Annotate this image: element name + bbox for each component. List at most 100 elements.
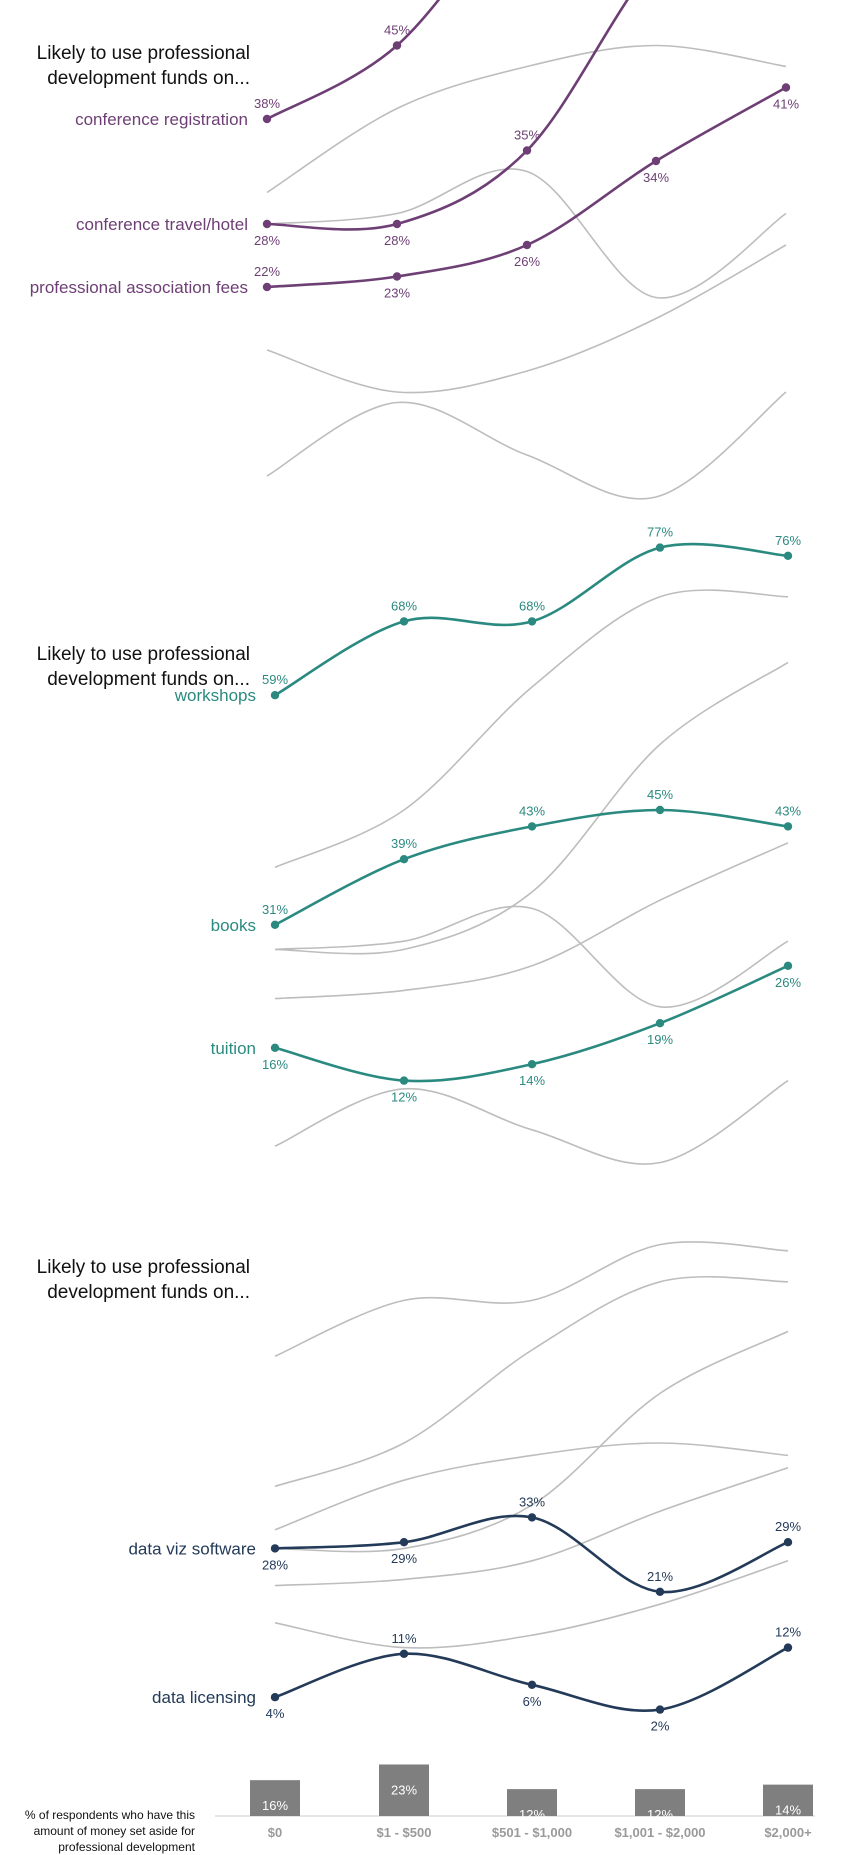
data-label: 35%	[514, 128, 540, 143]
bar	[635, 1789, 685, 1816]
bars-caption-line1: % of respondents who have this	[24, 1808, 195, 1822]
data-point	[783, 1538, 793, 1547]
data-label: 12%	[391, 1090, 417, 1105]
context-line-3-1	[274, 905, 789, 1008]
panel-title-line2: development funds on...	[47, 1282, 250, 1303]
data-label: 34%	[643, 170, 669, 185]
data-point	[655, 1705, 665, 1714]
data-point	[655, 1587, 665, 1597]
panel-title-line2: development funds on...	[47, 68, 250, 89]
data-point	[783, 822, 793, 831]
series-name: workshops	[174, 686, 256, 705]
bar	[763, 1784, 813, 1816]
data-label: 29%	[391, 1551, 417, 1566]
data-label: 68%	[391, 598, 417, 613]
data-label: 77%	[647, 525, 673, 540]
bar	[379, 1764, 429, 1816]
data-label: 39%	[391, 836, 417, 851]
series-line	[266, 0, 629, 231]
data-point	[527, 1680, 537, 1690]
data-point	[399, 855, 409, 864]
series-name: data licensing	[152, 1688, 256, 1707]
data-label: 21%	[647, 1569, 673, 1584]
context-line-1-1	[274, 589, 789, 869]
context-line-1-2	[274, 661, 789, 955]
bar-label: 23%	[391, 1782, 417, 1797]
line-panel-3: 28% 29% 33% 21% 29% data viz software 4% 11% 6% 2…	[128, 1241, 801, 1734]
panel-title-2: Likely to use professional development f…	[0, 642, 250, 692]
data-point	[527, 822, 537, 831]
series-1: 38%45%60%71%71%conference registration	[75, 0, 441, 129]
context-line-1-1	[274, 1275, 789, 1488]
x-tick-label: $2,000+	[764, 1825, 812, 1840]
x-tick-label: $1 - $500	[377, 1825, 432, 1840]
series-1: 28% 29% 33% 21% 29% data viz software	[128, 1494, 801, 1597]
panel-title-line1: Likely to use professional	[36, 43, 250, 64]
data-point	[399, 1649, 409, 1659]
series-1: 59% 68% 68% 77% 76% workshops	[174, 525, 802, 706]
data-label: 28%	[262, 1557, 288, 1572]
bar	[250, 1780, 300, 1816]
series-name: conference registration	[75, 110, 248, 129]
data-point	[270, 691, 280, 700]
data-point	[392, 41, 402, 50]
data-label: 31%	[262, 902, 288, 917]
data-point	[399, 1076, 409, 1085]
context-line-1-2	[274, 1330, 789, 1553]
context-line-3-2	[266, 391, 787, 500]
context-line-2-1	[274, 1241, 789, 1357]
context-line-2-3	[266, 244, 787, 394]
respondents-bar-chart: 16% $0 23% $1 - $500 12% $501 - $1,000 12% $1,0…	[215, 1764, 815, 1840]
data-label: 2%	[651, 1719, 670, 1734]
data-point	[522, 146, 532, 155]
line-panel-2: 59% 68% 68% 77% 76% workshops 31% 39% 43% 45% 43% b…	[174, 525, 802, 1165]
data-label: 6%	[523, 1694, 542, 1709]
bars-caption-line2: amount of money set aside for	[33, 1824, 195, 1838]
data-label: 11%	[391, 1631, 416, 1646]
context-line-1-3	[274, 1467, 789, 1587]
data-label: 12%	[775, 1625, 801, 1640]
context-line-2-3	[274, 1560, 789, 1649]
data-point	[655, 805, 665, 815]
context-line-3-2	[274, 1079, 789, 1165]
panel-title-line1: Likely to use professional	[36, 644, 250, 665]
data-point	[399, 1538, 409, 1547]
data-label: 59%	[262, 672, 288, 687]
data-label: 4%	[266, 1706, 285, 1721]
bar-label: 12%	[519, 1807, 545, 1822]
bars-caption: % of respondents who have this amount of…	[0, 1807, 195, 1855]
data-point	[783, 551, 793, 560]
data-point	[651, 156, 661, 166]
panel-title-1: Likely to use professional development f…	[0, 41, 250, 91]
data-label: 45%	[647, 787, 673, 802]
data-point	[783, 961, 793, 970]
data-label: 41%	[773, 97, 799, 112]
data-label: 29%	[775, 1519, 801, 1534]
line-panel-1: 38%45%60%71%71%conference registration28…	[30, 0, 799, 500]
data-point	[262, 282, 272, 292]
data-label: 16%	[262, 1057, 288, 1072]
panel-title-line1: Likely to use professional	[36, 1257, 250, 1278]
data-label: 76%	[775, 533, 801, 548]
context-line-1-3	[274, 842, 789, 1000]
data-label: 19%	[647, 1032, 673, 1047]
context-lines	[274, 589, 789, 1165]
x-tick-label: $1,001 - $2,000	[614, 1825, 705, 1840]
data-label: 45%	[384, 23, 410, 38]
data-point	[783, 1643, 793, 1652]
series-name: data viz software	[128, 1539, 256, 1558]
series-2: 4% 11% 6% 2% 12% data licensing	[152, 1625, 801, 1734]
series-name: books	[211, 916, 256, 935]
data-label: 38%	[254, 96, 280, 111]
bars-caption-line3: professional development	[58, 1840, 195, 1854]
data-label: 23%	[384, 286, 410, 301]
data-label: 28%	[254, 233, 280, 248]
panel-title-line2: development funds on...	[47, 669, 250, 690]
data-point	[522, 240, 532, 250]
data-point	[270, 1693, 280, 1702]
data-label: 26%	[514, 254, 540, 269]
series-line	[274, 1514, 789, 1594]
context-line-3-1	[266, 168, 787, 299]
data-label: 68%	[519, 598, 545, 613]
